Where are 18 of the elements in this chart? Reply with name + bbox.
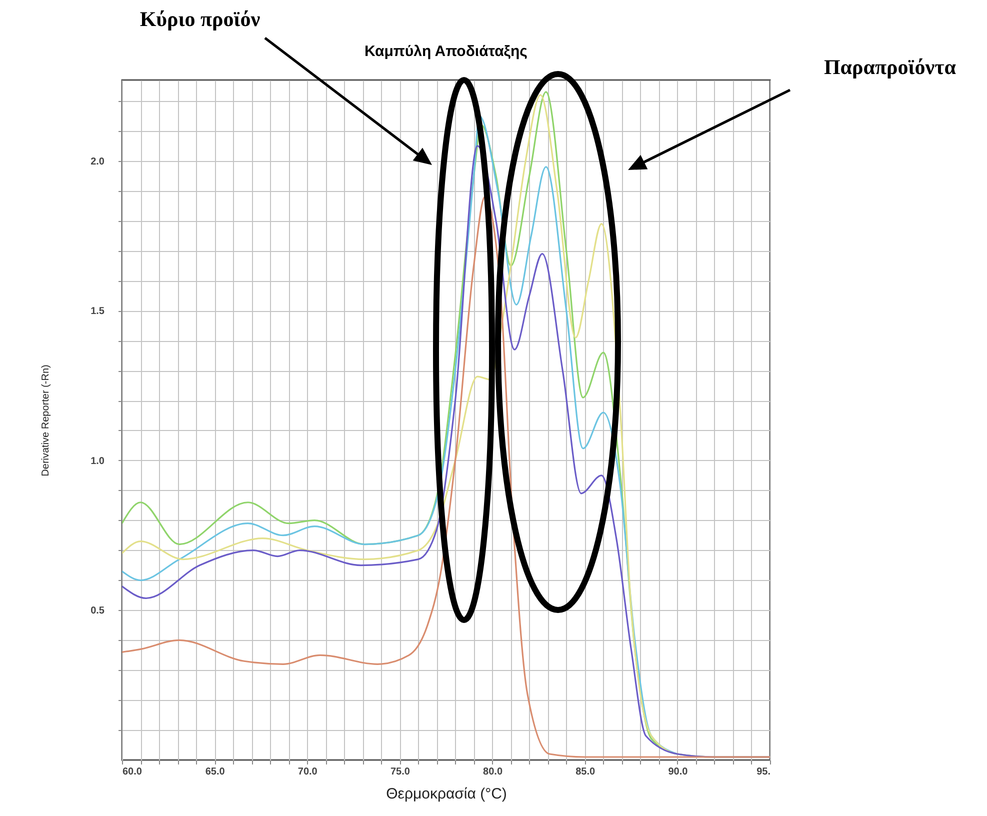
- x-tick-label: 90.0: [668, 766, 688, 778]
- text: Κύριο προϊόν: [140, 7, 261, 31]
- chart-title: Καμπύλη Αποδιάταξης: [364, 43, 528, 60]
- x-tick-label: 65.0: [205, 766, 226, 778]
- x-tick-label: 60.0: [122, 766, 142, 778]
- line-series: [122, 115, 678, 755]
- x-tick-label: 95.: [756, 766, 771, 778]
- y-tick-label: 1.5: [90, 306, 105, 318]
- x-tick-label: 75.0: [390, 766, 410, 778]
- y-tick-label: 2.0: [90, 156, 105, 168]
- y-axis-title: Derivative Reporter (-Rn): [40, 364, 52, 476]
- y-tick-label: 1.0: [90, 456, 105, 467]
- x-tick-label: 70.0: [298, 766, 318, 778]
- x-tick-label: 85.0: [576, 766, 596, 778]
- x-axis-title: Θερμοκρασία (°C): [386, 786, 507, 802]
- text: Παραπροϊόντα: [824, 55, 956, 79]
- y-tick-label: 0.5: [90, 606, 105, 617]
- x-tick-label: 80.0: [483, 766, 503, 778]
